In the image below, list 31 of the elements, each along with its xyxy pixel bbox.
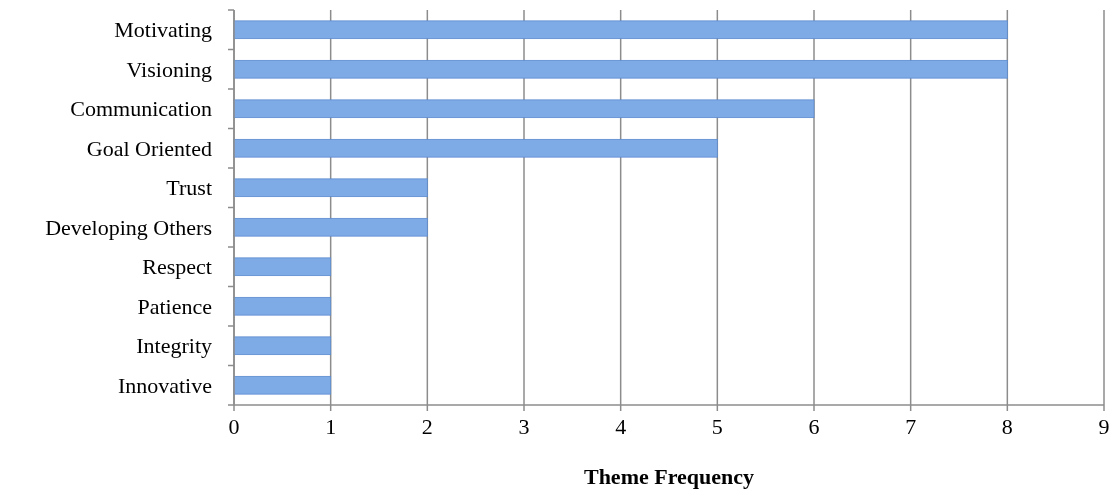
x-tick-label: 8 [1001, 414, 1013, 439]
y-tick-label: Developing Others [45, 214, 212, 240]
x-axis-title: Theme Frequency [583, 464, 755, 489]
bar [233, 336, 332, 356]
x-tick-label: 1 [325, 414, 337, 439]
y-tick-label: Visioning [126, 56, 212, 82]
x-tick-label: 3 [518, 414, 530, 439]
bar [233, 138, 718, 158]
y-tick-label: Integrity [136, 333, 212, 359]
bar [233, 20, 1008, 40]
x-tick-label: 0 [228, 414, 240, 439]
x-tick-label: 7 [905, 414, 917, 439]
bar [233, 99, 815, 119]
x-tick-label: 2 [421, 414, 433, 439]
x-tick-label: 4 [615, 414, 627, 439]
y-tick-label: Respect [142, 254, 212, 280]
x-tick-label: 5 [711, 414, 723, 439]
bar [233, 257, 332, 277]
y-tick-label: Innovative [117, 372, 212, 398]
y-tick-label: Goal Oriented [86, 135, 212, 161]
bar [233, 217, 428, 237]
y-tick-label: Trust [166, 175, 212, 201]
bar [233, 178, 428, 198]
y-tick-label: Motivating [114, 17, 212, 43]
y-tick-label: Communication [70, 96, 212, 122]
x-tick-label: 9 [1098, 414, 1110, 439]
bar [233, 59, 1008, 79]
x-tick-label: 6 [808, 414, 820, 439]
bar [233, 375, 332, 395]
y-tick-label: Patience [137, 293, 212, 319]
bar [233, 296, 332, 316]
